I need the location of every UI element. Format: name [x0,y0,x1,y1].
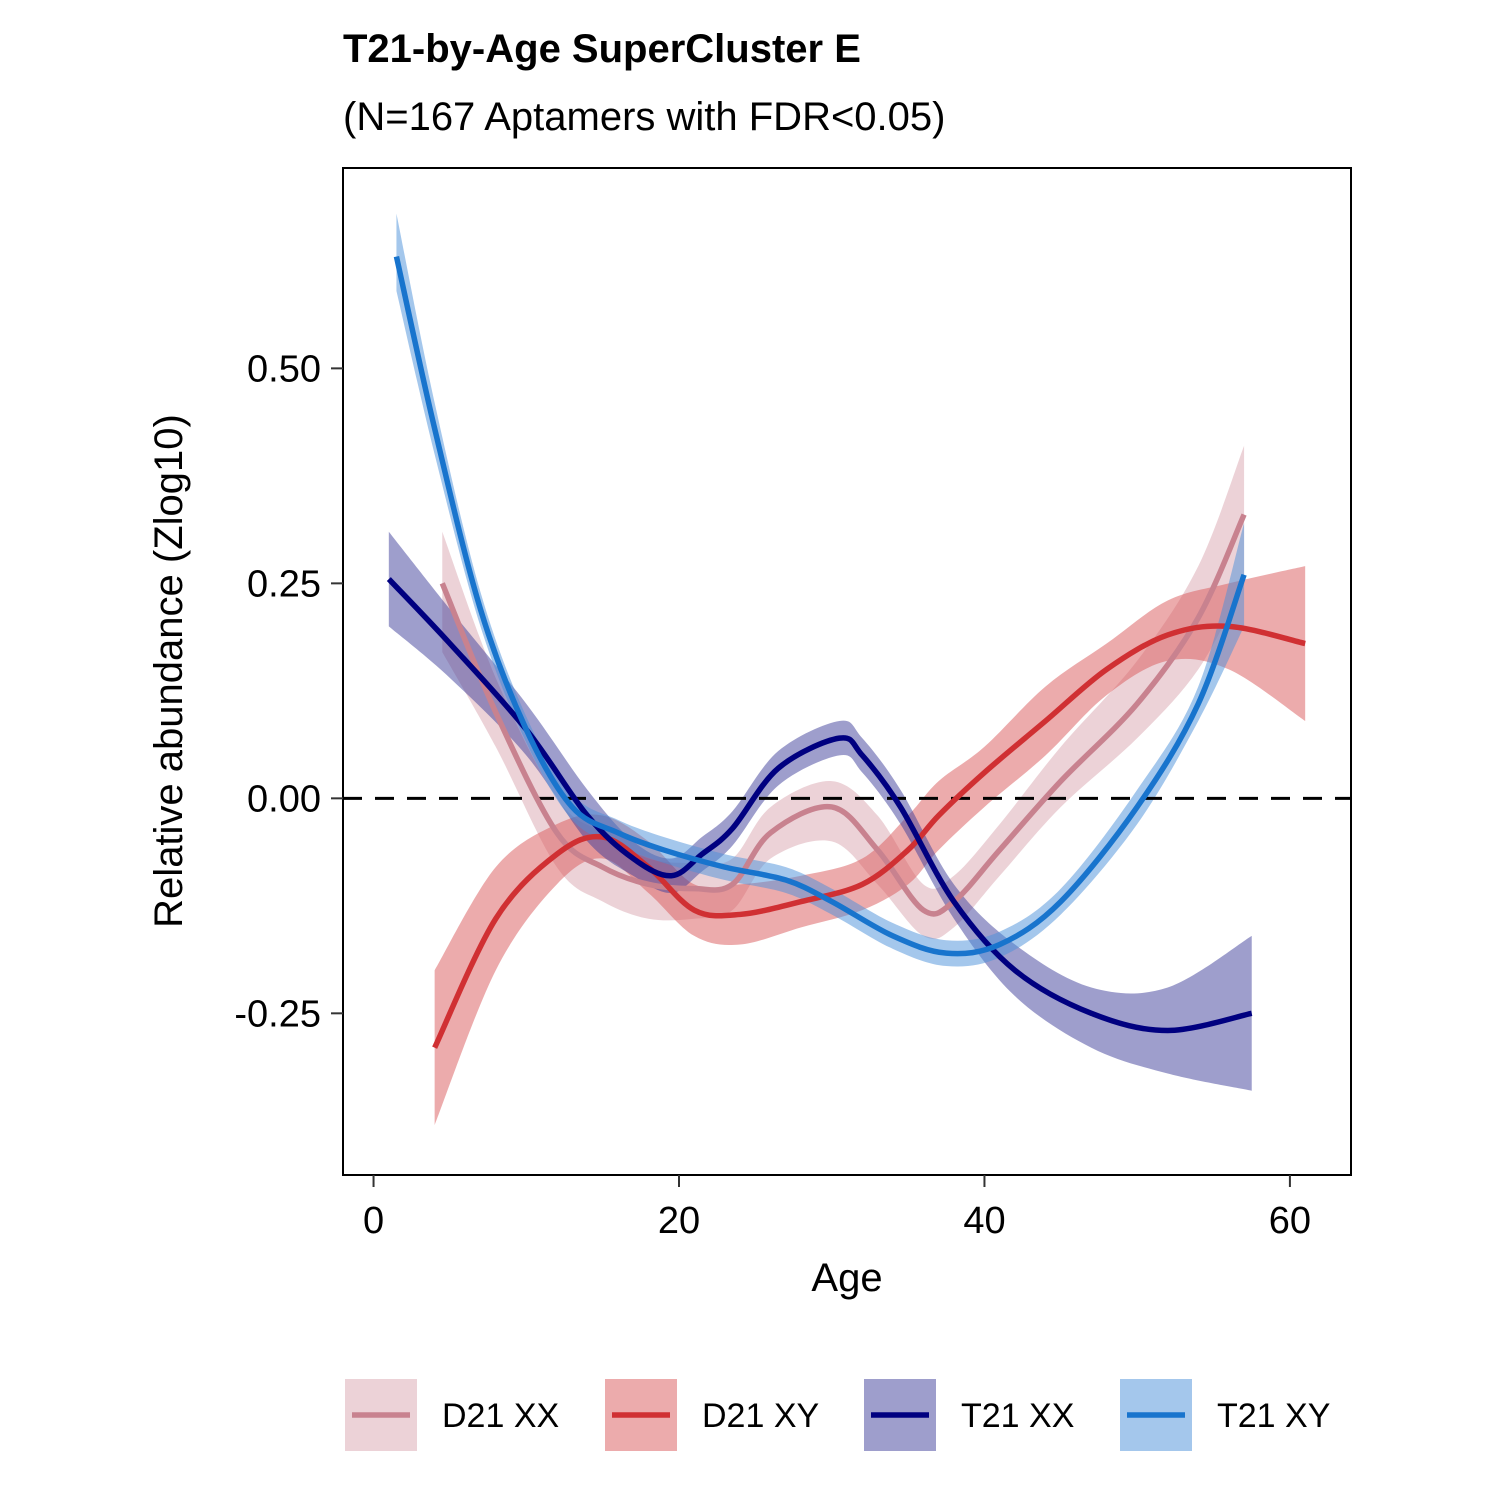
y-tick-label-0: 0.00 [247,778,321,820]
series-lines [386,255,1306,1049]
legend-item-t21-xy: T21 XY [1120,1379,1330,1451]
band-d21-xy [434,566,1306,1126]
legend-label-t21-xy: T21 XY [1217,1397,1330,1435]
legend-item-d21-xy: D21 XY [605,1379,819,1451]
band-t21-xx [388,531,1252,1091]
legend-label-d21-xy: D21 XY [702,1397,819,1435]
line-t21-xy [393,255,1247,957]
chart-subtitle: (N=167 Aptamers with FDR<0.05) [343,95,945,139]
line-d21-xy [432,623,1306,1049]
y-tick-label-0_25: 0.25 [247,563,321,605]
legend-label-t21-xx: T21 XX [961,1397,1074,1435]
x-tick-label-0: 0 [363,1200,384,1242]
y-axis: -0.25 0.00 0.25 0.50 [234,348,343,1035]
x-axis: 0 20 40 60 [363,1175,1311,1242]
plot-panel-border [342,167,1352,1176]
legend: D21 XX D21 XY T21 XX T21 XY [345,1379,1330,1451]
band-d21-xx [442,445,1245,940]
confidence-bands [388,213,1306,1126]
x-axis-title: Age [811,1256,882,1300]
y-tick-label-neg0_25: -0.25 [234,993,321,1035]
x-tick-label-20: 20 [658,1200,700,1242]
legend-item-t21-xx: T21 XX [864,1379,1074,1451]
y-tick-label-0_5: 0.50 [247,348,321,390]
legend-label-d21-xx: D21 XX [442,1397,559,1435]
line-t21-xx [386,577,1253,1034]
x-tick-label-40: 40 [963,1200,1005,1242]
chart-title: T21-by-Age SuperCluster E [343,27,861,71]
x-tick-label-60: 60 [1269,1200,1311,1242]
y-axis-title: Relative abundance (Zlog10) [147,414,191,928]
legend-item-d21-xx: D21 XX [345,1379,559,1451]
